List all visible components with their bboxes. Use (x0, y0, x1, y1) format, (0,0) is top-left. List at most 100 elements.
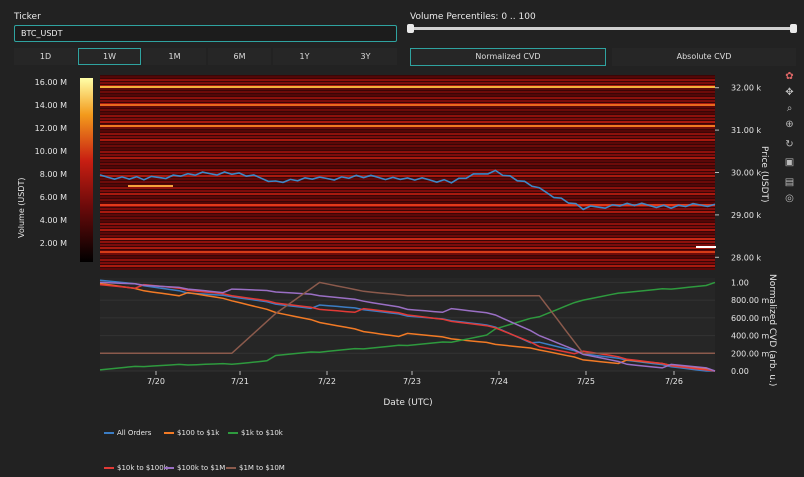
price-tick: 29.00 k (731, 211, 761, 220)
legend-item[interactable]: $10k to $100k (104, 464, 168, 472)
download-icon[interactable]: ▣ (784, 157, 795, 168)
cvd-panel[interactable] (100, 278, 715, 371)
heatmap-band (100, 145, 715, 147)
x-axis-label: Date (UTC) (383, 398, 432, 408)
range-button-1y[interactable]: 1Y (273, 48, 336, 65)
range-button-3y[interactable]: 3Y (334, 48, 397, 65)
legend-item[interactable]: $100 to $1k (164, 429, 219, 437)
price-line (99, 169, 716, 211)
heatmap-band (100, 79, 715, 81)
heatmap-band (100, 133, 715, 135)
heatmap-band (100, 121, 715, 123)
heatmap-band (100, 226, 715, 228)
heatmap-band (100, 178, 715, 180)
heatmap-band (100, 127, 715, 129)
colorbar-tick: 14.00 M (35, 101, 67, 110)
cvd-tick: 400.00 m (731, 332, 770, 341)
heatmap-band (100, 184, 715, 186)
legend-label: $10k to $100k (117, 464, 168, 472)
cvd-line--100-to-1k (99, 282, 716, 372)
cvd-gridlines (100, 281, 715, 372)
cvd-tick: 0.00 (731, 367, 749, 376)
cvd-tick: 600.00 m (731, 314, 770, 323)
x-axis-ticks: 7/20 7/21 7/22 7/23 7/24 7/25 7/26 (147, 371, 683, 386)
legend-item[interactable]: $100k to $1M (164, 464, 225, 472)
heatmap-band (100, 115, 715, 117)
x-tick: 7/20 (147, 377, 165, 386)
heatmap-band (100, 190, 715, 192)
price-tick: 28.00 k (731, 253, 761, 262)
legend-swatch (228, 432, 238, 434)
cvd-axis-label: Normalized CVD (arb. u.) (767, 274, 777, 386)
zoom-icon[interactable]: ⌕ (786, 103, 793, 114)
heatmap-band (100, 235, 715, 237)
legend-item[interactable]: $1k to $10k (228, 429, 283, 437)
legend-swatch (104, 467, 114, 469)
absolute-cvd-button[interactable]: Absolute CVD (612, 48, 796, 66)
x-tick: 7/23 (403, 377, 421, 386)
pan-icon[interactable]: ✥ (785, 87, 794, 98)
slider-max-handle[interactable] (790, 24, 797, 33)
range-button-1w[interactable]: 1W (78, 48, 141, 65)
volume-colorbar (80, 78, 93, 262)
cvd-tick: 800.00 m (731, 296, 770, 305)
volume-slider-label: Volume Percentiles: 0 .. 100 (410, 12, 536, 22)
heatmap-hot-band (100, 251, 715, 253)
heatmap-marker (696, 246, 716, 248)
plotly-logo-icon[interactable]: ✿ (785, 71, 794, 82)
heatmap-band (100, 139, 715, 141)
ticker-input[interactable]: BTC_USDT (14, 25, 397, 42)
lasso-select-icon[interactable]: ⊕ (785, 119, 794, 130)
heatmap-band (100, 232, 715, 234)
ticker-label: Ticker (14, 12, 41, 22)
hover-compare-icon[interactable]: ▤ (784, 177, 795, 188)
cvd-series-lines (99, 279, 716, 372)
price-tick: 30.00 k (731, 169, 761, 178)
heatmap-band (100, 223, 715, 225)
normalized-cvd-button[interactable]: Normalized CVD (410, 48, 606, 66)
price-tick: 32.00 k (731, 84, 761, 93)
heatmap-band (100, 130, 715, 132)
heatmap-band (100, 229, 715, 231)
legend-label: $100k to $1M (177, 464, 226, 472)
heatmap-band (100, 148, 715, 150)
range-button-1d[interactable]: 1D (14, 48, 77, 65)
colorbar-tick: 10.00 M (35, 147, 67, 156)
heatmap-band (100, 220, 715, 222)
x-tick: 7/25 (577, 377, 595, 386)
cvd-axis-ticks: 1.00 800.00 m 600.00 m 400.00 m 200.00 m 0.00 (731, 278, 770, 376)
range-button-1m[interactable]: 1M (143, 48, 206, 65)
heatmap-hot-band (100, 125, 715, 127)
heatmap-band (100, 187, 715, 189)
heatmap-band (100, 259, 715, 261)
heatmap-hot-segment (128, 185, 173, 187)
cvd-line--1k-to-10k (99, 281, 716, 371)
legend-label: $100 to $1k (177, 429, 220, 437)
colorbar-tick: 12.00 M (35, 124, 67, 133)
price-axis-ticks: 32.00 k 31.00 k 30.00 k 29.00 k 28.00 k (715, 84, 761, 262)
heatmap-band (100, 247, 715, 249)
heatmap-band (100, 97, 715, 99)
colorbar-tick: 8.00 M (40, 170, 67, 179)
legend-label: All Orders (117, 429, 152, 437)
heatmap-band (100, 172, 715, 174)
heatmap-band (100, 100, 715, 102)
reset-axes-icon[interactable]: ↻ (785, 139, 794, 150)
volume-percentile-slider[interactable] (410, 27, 795, 30)
heatmap-band (100, 91, 715, 93)
legend-swatch (164, 467, 174, 469)
legend-label: $1k to $10k (241, 429, 283, 437)
colorbar-ticks: 16.00 M 14.00 M 12.00 M 10.00 M 8.00 M 6.00 M… (35, 78, 67, 248)
legend-swatch (226, 467, 236, 469)
legend-swatch (164, 432, 174, 434)
slider-min-handle[interactable] (407, 24, 414, 33)
heatmap-band (100, 94, 715, 96)
heatmap-band (100, 160, 715, 162)
legend-item[interactable]: $1M to $10M (226, 464, 285, 472)
legend-item[interactable]: All Orders (104, 429, 151, 437)
range-button-6m[interactable]: 6M (208, 48, 271, 65)
heatmap-band (100, 136, 715, 138)
heatmap-band (100, 163, 715, 165)
spike-lines-icon[interactable]: ◎ (785, 193, 794, 204)
